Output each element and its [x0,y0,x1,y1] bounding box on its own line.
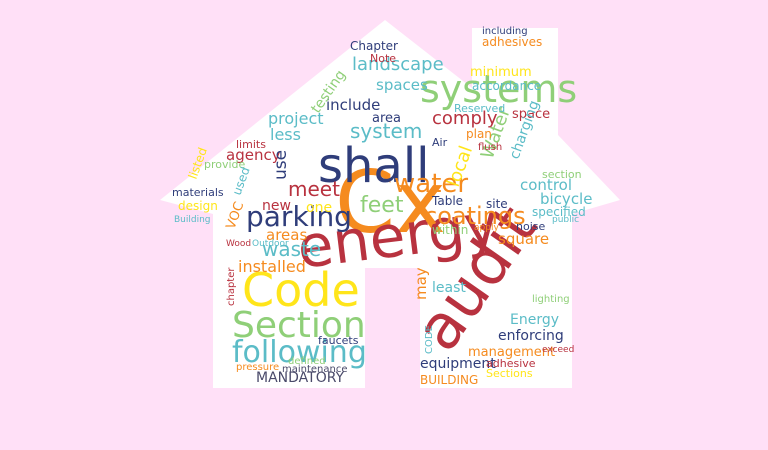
cloud-word-less: less [270,125,301,144]
cloud-word-maintenance: maintenance [282,364,348,375]
cloud-word-coatings: coatings [424,202,526,230]
cloud-word-shall: shall [318,138,430,194]
cloud-word-include: include [326,96,380,114]
cloud-word-air: Air [432,136,448,149]
cloud-word-flush: flush [478,142,502,153]
cloud-word-installed: installed [238,257,306,276]
cloud-word-square: square [498,230,549,248]
cloud-word-agency: agency [226,146,281,164]
cloud-word-reserved: Reserved [454,102,505,115]
cloud-word-area: area [372,111,401,126]
cloud-word-feet: feet [360,193,404,218]
cloud-word-bicycle: bicycle [540,190,592,208]
cloud-word-site: site [486,197,508,211]
cloud-word-outdoor: Outdoor [252,239,289,249]
cloud-word-parking: parking [246,200,352,233]
cloud-word-section: section [542,168,582,181]
cloud-word-noise: noise [516,220,545,233]
cloud-word-faucets: faucets [318,334,359,347]
cloud-word-management: management [468,345,555,360]
cloud-word-code: Code [242,263,360,317]
cloud-word-design: design [178,199,218,213]
house-icon [160,20,620,388]
cloud-word-building: BUILDING [420,373,478,387]
cloud-word-meet: meet [288,177,340,201]
cloud-word-specified: specified [532,205,586,219]
cloud-word-limits: limits [236,138,266,151]
cloud-word-chapter: Chapter [350,39,398,53]
cloud-word-note: Note [370,52,396,65]
cloud-word-equipment: equipment [420,356,496,372]
cloud-word-following: following [232,335,367,370]
cloud-word-system: system [350,119,422,143]
cloud-word-landscape: landscape [352,54,444,75]
cloud-word-exceed: exceed [542,345,574,355]
cloud-word-water: water [394,169,468,199]
cloud-word-comply: comply [432,108,498,129]
cloud-word-energy: Energy [510,312,559,328]
cloud-word-space: space [512,107,550,122]
cloud-word-adhesive: adhesive [486,357,536,370]
cloud-word-accordance: accordance [472,79,541,93]
cloud-word-table: Table [431,194,463,208]
cloud-word-systems: systems [420,67,577,111]
cloud-word-waste: waste [262,237,321,261]
cloud-word-including: including [482,26,528,37]
cloud-word-use: use [271,150,291,180]
cloud-word-materials: materials [172,186,224,199]
cloud-word-may: may [412,267,430,300]
cloud-word-project: project [268,109,324,128]
cloud-word-control: control [520,176,572,194]
cloud-word-sections: Sections [486,367,533,380]
cloud-word-mandatory: MANDATORY [256,370,345,386]
cloud-word-one: one [306,200,332,216]
cloud-word-enforcing: enforcing [498,328,564,344]
cloud-word-least: least [432,280,466,296]
cloud-word-adhesives: adhesives [482,35,542,49]
cloud-word-lighting: lighting [532,294,570,305]
cloud-word-new: new [262,198,291,214]
cloud-word-building: Building [174,215,211,225]
cloud-word-spaces: spaces [376,76,428,94]
cloud-word-within: within [432,223,468,237]
cloud-word-areas: areas [266,226,307,244]
cloud-word-provide: provide [204,158,246,171]
cloud-word-defined: defined [288,356,326,367]
cloud-word-cx: Cx [335,153,446,253]
cloud-word-code: CODE [424,325,435,354]
cloud-word-section: Section [232,305,366,346]
cloud-word-minimum: minimum [470,65,532,80]
cloud-word-chapter: chapter [226,267,237,306]
cloud-word-plan: plan [466,127,492,141]
cloud-word-pressure: pressure [236,362,279,373]
cloud-word-public: public [552,215,579,225]
cloud-word-apply: apply [474,223,499,233]
cloud-word-wood: Wood [226,239,251,249]
